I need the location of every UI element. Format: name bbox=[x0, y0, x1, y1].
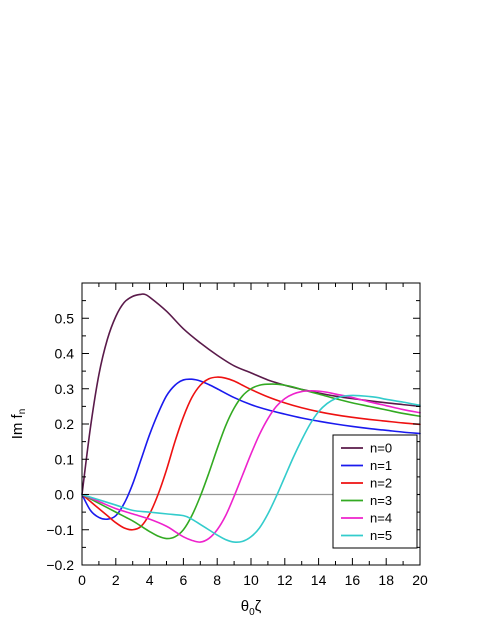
y-tick-label: 0.3 bbox=[55, 381, 75, 397]
series-line-n2 bbox=[81, 376, 421, 531]
y-axis-label: Im fn bbox=[9, 409, 28, 440]
legend-label-n5: n=5 bbox=[370, 528, 392, 543]
y-tick-label: 0.2 bbox=[55, 416, 75, 432]
y-tick-label: 0.1 bbox=[55, 451, 75, 467]
x-tick-label: 10 bbox=[243, 572, 259, 588]
x-tick-label: 2 bbox=[112, 572, 120, 588]
x-tick-label: 0 bbox=[78, 572, 86, 588]
legend-label-n1: n=1 bbox=[370, 458, 392, 473]
legend: n=0 n=1 n=2 n=3 n=4 n=5 bbox=[332, 434, 418, 549]
y-tick-label: 0.5 bbox=[55, 310, 75, 326]
x-axis-label-theta: θ bbox=[241, 598, 249, 615]
x-axis-label: θ0ζ bbox=[241, 598, 262, 618]
x-tick-label: 18 bbox=[378, 572, 394, 588]
x-tick-label: 8 bbox=[213, 572, 221, 588]
y-tick-label: −0.1 bbox=[46, 522, 74, 538]
legend-label-n4: n=4 bbox=[370, 511, 392, 526]
y-tick-label: 0.0 bbox=[55, 487, 75, 503]
y-ticks-group: −0.2 −0.1 0.0 0.1 0.2 0.3 0.4 0.5 bbox=[46, 300, 420, 573]
legend-box bbox=[332, 434, 418, 549]
x-tick-label: 20 bbox=[412, 572, 428, 588]
legend-label-n2: n=2 bbox=[370, 476, 392, 491]
x-tick-label: 6 bbox=[180, 572, 188, 588]
series-group bbox=[81, 293, 421, 544]
y-tick-label: −0.2 bbox=[46, 557, 74, 573]
x-axis-label-sub: 0 bbox=[249, 607, 255, 618]
series-line-n4 bbox=[81, 390, 421, 543]
y-tick-label: 0.4 bbox=[55, 346, 75, 362]
y-axis-label-main: Im f bbox=[9, 413, 26, 439]
y-axis-label-sub: n bbox=[17, 409, 28, 415]
legend-label-n3: n=3 bbox=[370, 493, 392, 508]
x-tick-label: 16 bbox=[345, 572, 361, 588]
x-ticks-group: 0 2 4 6 8 10 12 14 16 18 20 bbox=[78, 283, 428, 588]
x-axis-label-zeta: ζ bbox=[255, 598, 262, 615]
legend-label-n0: n=0 bbox=[370, 441, 392, 456]
x-tick-label: 14 bbox=[311, 572, 327, 588]
x-tick-label: 4 bbox=[146, 572, 154, 588]
series-line-n5 bbox=[81, 394, 421, 544]
x-tick-label: 12 bbox=[277, 572, 293, 588]
series-line-n0 bbox=[81, 293, 421, 496]
